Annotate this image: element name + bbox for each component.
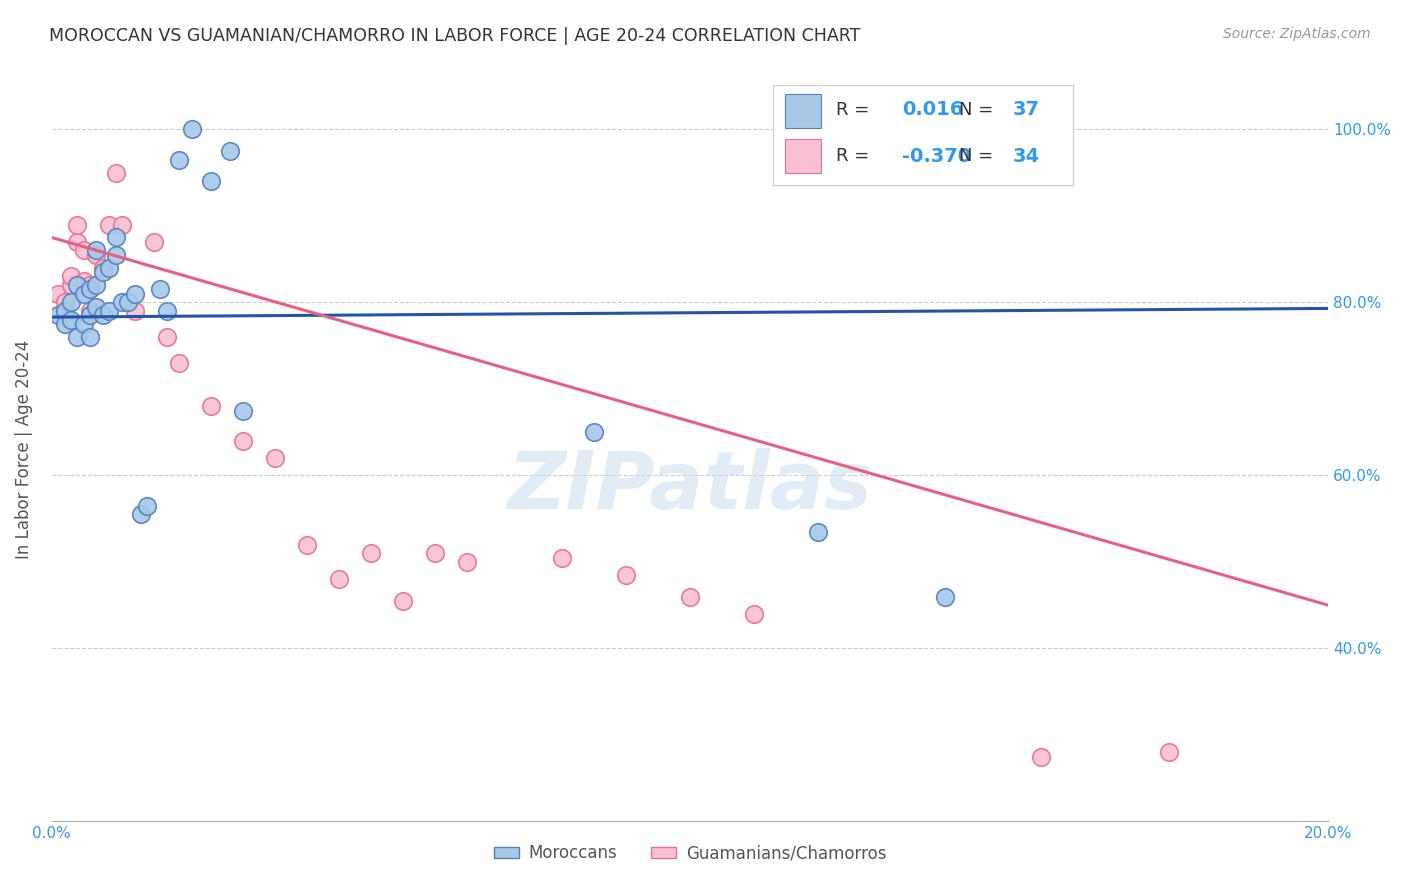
Point	[391, 594, 413, 608]
Point	[59, 269, 82, 284]
Text: MOROCCAN VS GUAMANIAN/CHAMORRO IN LABOR FORCE | AGE 20-24 CORRELATION CHART: MOROCCAN VS GUAMANIAN/CHAMORRO IN LABOR …	[49, 27, 860, 45]
Point	[169, 356, 191, 370]
Point	[264, 451, 287, 466]
Point	[98, 260, 121, 275]
Point	[53, 304, 76, 318]
Point	[91, 265, 114, 279]
Point	[66, 278, 89, 293]
Point	[111, 295, 134, 310]
Y-axis label: In Labor Force | Age 20-24: In Labor Force | Age 20-24	[15, 340, 32, 559]
Point	[104, 166, 127, 180]
Point	[328, 572, 350, 586]
Point	[1029, 749, 1052, 764]
Point	[104, 248, 127, 262]
Point	[124, 286, 146, 301]
Point	[742, 607, 765, 621]
Point	[232, 403, 254, 417]
Point	[423, 546, 446, 560]
Point	[117, 295, 139, 310]
Point	[679, 590, 702, 604]
Point	[79, 304, 101, 318]
Point	[53, 295, 76, 310]
Point	[142, 235, 165, 249]
Point	[583, 425, 606, 439]
Point	[46, 309, 69, 323]
Point	[86, 300, 108, 314]
Point	[86, 244, 108, 258]
Point	[66, 330, 89, 344]
Point	[129, 508, 152, 522]
Point	[98, 218, 121, 232]
Point	[200, 399, 222, 413]
Text: Source: ZipAtlas.com: Source: ZipAtlas.com	[1223, 27, 1371, 41]
Point	[181, 122, 204, 136]
Point	[295, 538, 318, 552]
Legend: Moroccans, Guamanians/Chamorros: Moroccans, Guamanians/Chamorros	[486, 838, 893, 869]
Point	[79, 282, 101, 296]
Point	[73, 317, 96, 331]
Point	[98, 304, 121, 318]
Point	[79, 309, 101, 323]
Point	[149, 282, 172, 296]
Point	[111, 218, 134, 232]
Point	[551, 550, 574, 565]
Point	[156, 304, 179, 318]
Point	[136, 499, 159, 513]
Point	[73, 274, 96, 288]
Point	[456, 555, 478, 569]
Point	[79, 278, 101, 293]
Point	[66, 235, 89, 249]
Point	[53, 317, 76, 331]
Point	[73, 244, 96, 258]
Point	[169, 153, 191, 167]
Point	[91, 309, 114, 323]
Point	[86, 248, 108, 262]
Point	[156, 330, 179, 344]
Point	[104, 230, 127, 244]
Point	[219, 144, 242, 158]
Point	[86, 278, 108, 293]
Point	[124, 304, 146, 318]
Point	[614, 568, 637, 582]
Text: ZIPatlas: ZIPatlas	[508, 448, 873, 525]
Point	[806, 524, 828, 539]
Point	[46, 286, 69, 301]
Point	[59, 312, 82, 326]
Point	[73, 286, 96, 301]
Point	[66, 218, 89, 232]
Point	[1157, 745, 1180, 759]
Point	[59, 295, 82, 310]
Point	[59, 278, 82, 293]
Point	[91, 260, 114, 275]
Point	[360, 546, 382, 560]
Point	[79, 330, 101, 344]
Point	[934, 590, 956, 604]
Point	[200, 174, 222, 188]
Point	[1029, 122, 1052, 136]
Point	[232, 434, 254, 448]
